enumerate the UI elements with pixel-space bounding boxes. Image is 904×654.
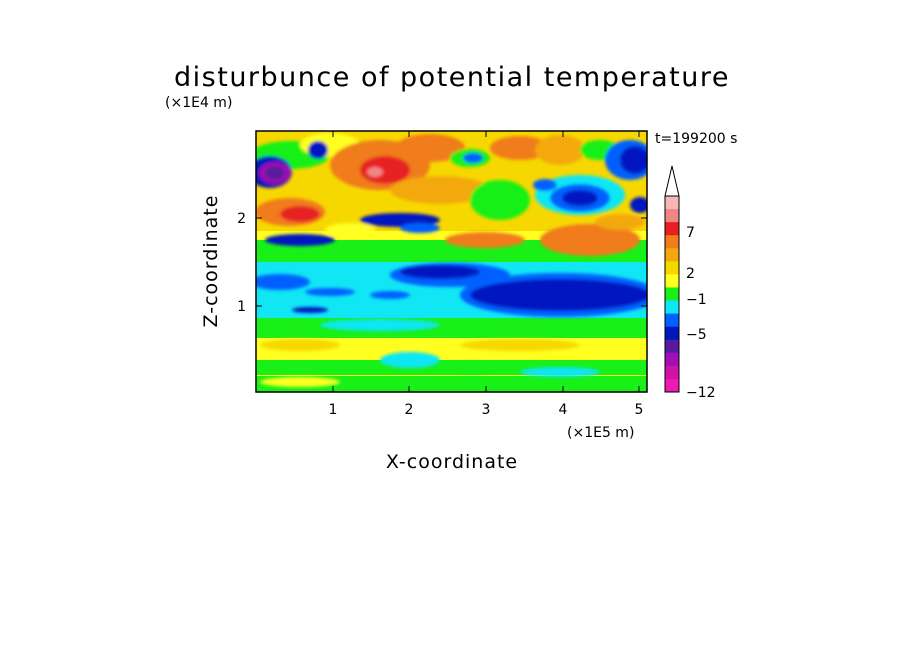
x-axis-ticks: [332, 131, 640, 392]
colorbar-segment: [665, 235, 679, 249]
colorbar-segment: [665, 287, 679, 301]
colorbar-segment: [665, 339, 679, 354]
x-tick-label: 2: [405, 402, 414, 418]
heatmap-field: [256, 131, 647, 392]
colorbar-segment: [665, 300, 679, 314]
colorbar-label: −1: [686, 292, 707, 308]
colorbar-segment: [665, 352, 679, 367]
colorbar-label: 7: [686, 225, 695, 241]
y-tick-label: 1: [237, 299, 246, 315]
y-scale-label: (×1E4 m): [165, 95, 232, 111]
colorbar-segment: [665, 378, 679, 393]
colorbar-label: −12: [686, 385, 716, 401]
time-label: t=199200 s: [655, 131, 737, 147]
x-axis-label: X-coordinate: [386, 451, 518, 473]
y-tick-label: 2: [237, 211, 246, 227]
x-tick-label: 4: [559, 402, 568, 418]
plot-frame: [255, 130, 648, 393]
colorbar-segment: [665, 261, 679, 275]
colorbar-extension-arrow: [664, 165, 680, 197]
colorbar-label: 2: [686, 266, 695, 282]
colorbar-label: −5: [686, 327, 707, 343]
y-axis-ticks: [256, 217, 647, 307]
colorbar-frame: [664, 195, 680, 393]
colorbar-segment: [665, 209, 679, 223]
colorbar: [664, 165, 680, 393]
colorbar-segment: [665, 365, 679, 380]
x-tick-label: 5: [635, 402, 644, 418]
colorbar-segment: [665, 248, 679, 262]
y-axis-label: Z-coordinate: [200, 195, 222, 328]
colorbar-segment: [665, 313, 679, 327]
chart-title: disturbunce of potential temperature: [174, 62, 730, 93]
colorbar-segment: [665, 222, 679, 236]
colorbar-segment: [665, 274, 679, 288]
x-tick-label: 1: [329, 402, 338, 418]
colorbar-segment: [665, 196, 679, 210]
x-scale-label: (×1E5 m): [567, 425, 634, 441]
colorbar-segment: [665, 326, 679, 341]
x-tick-label: 3: [482, 402, 491, 418]
